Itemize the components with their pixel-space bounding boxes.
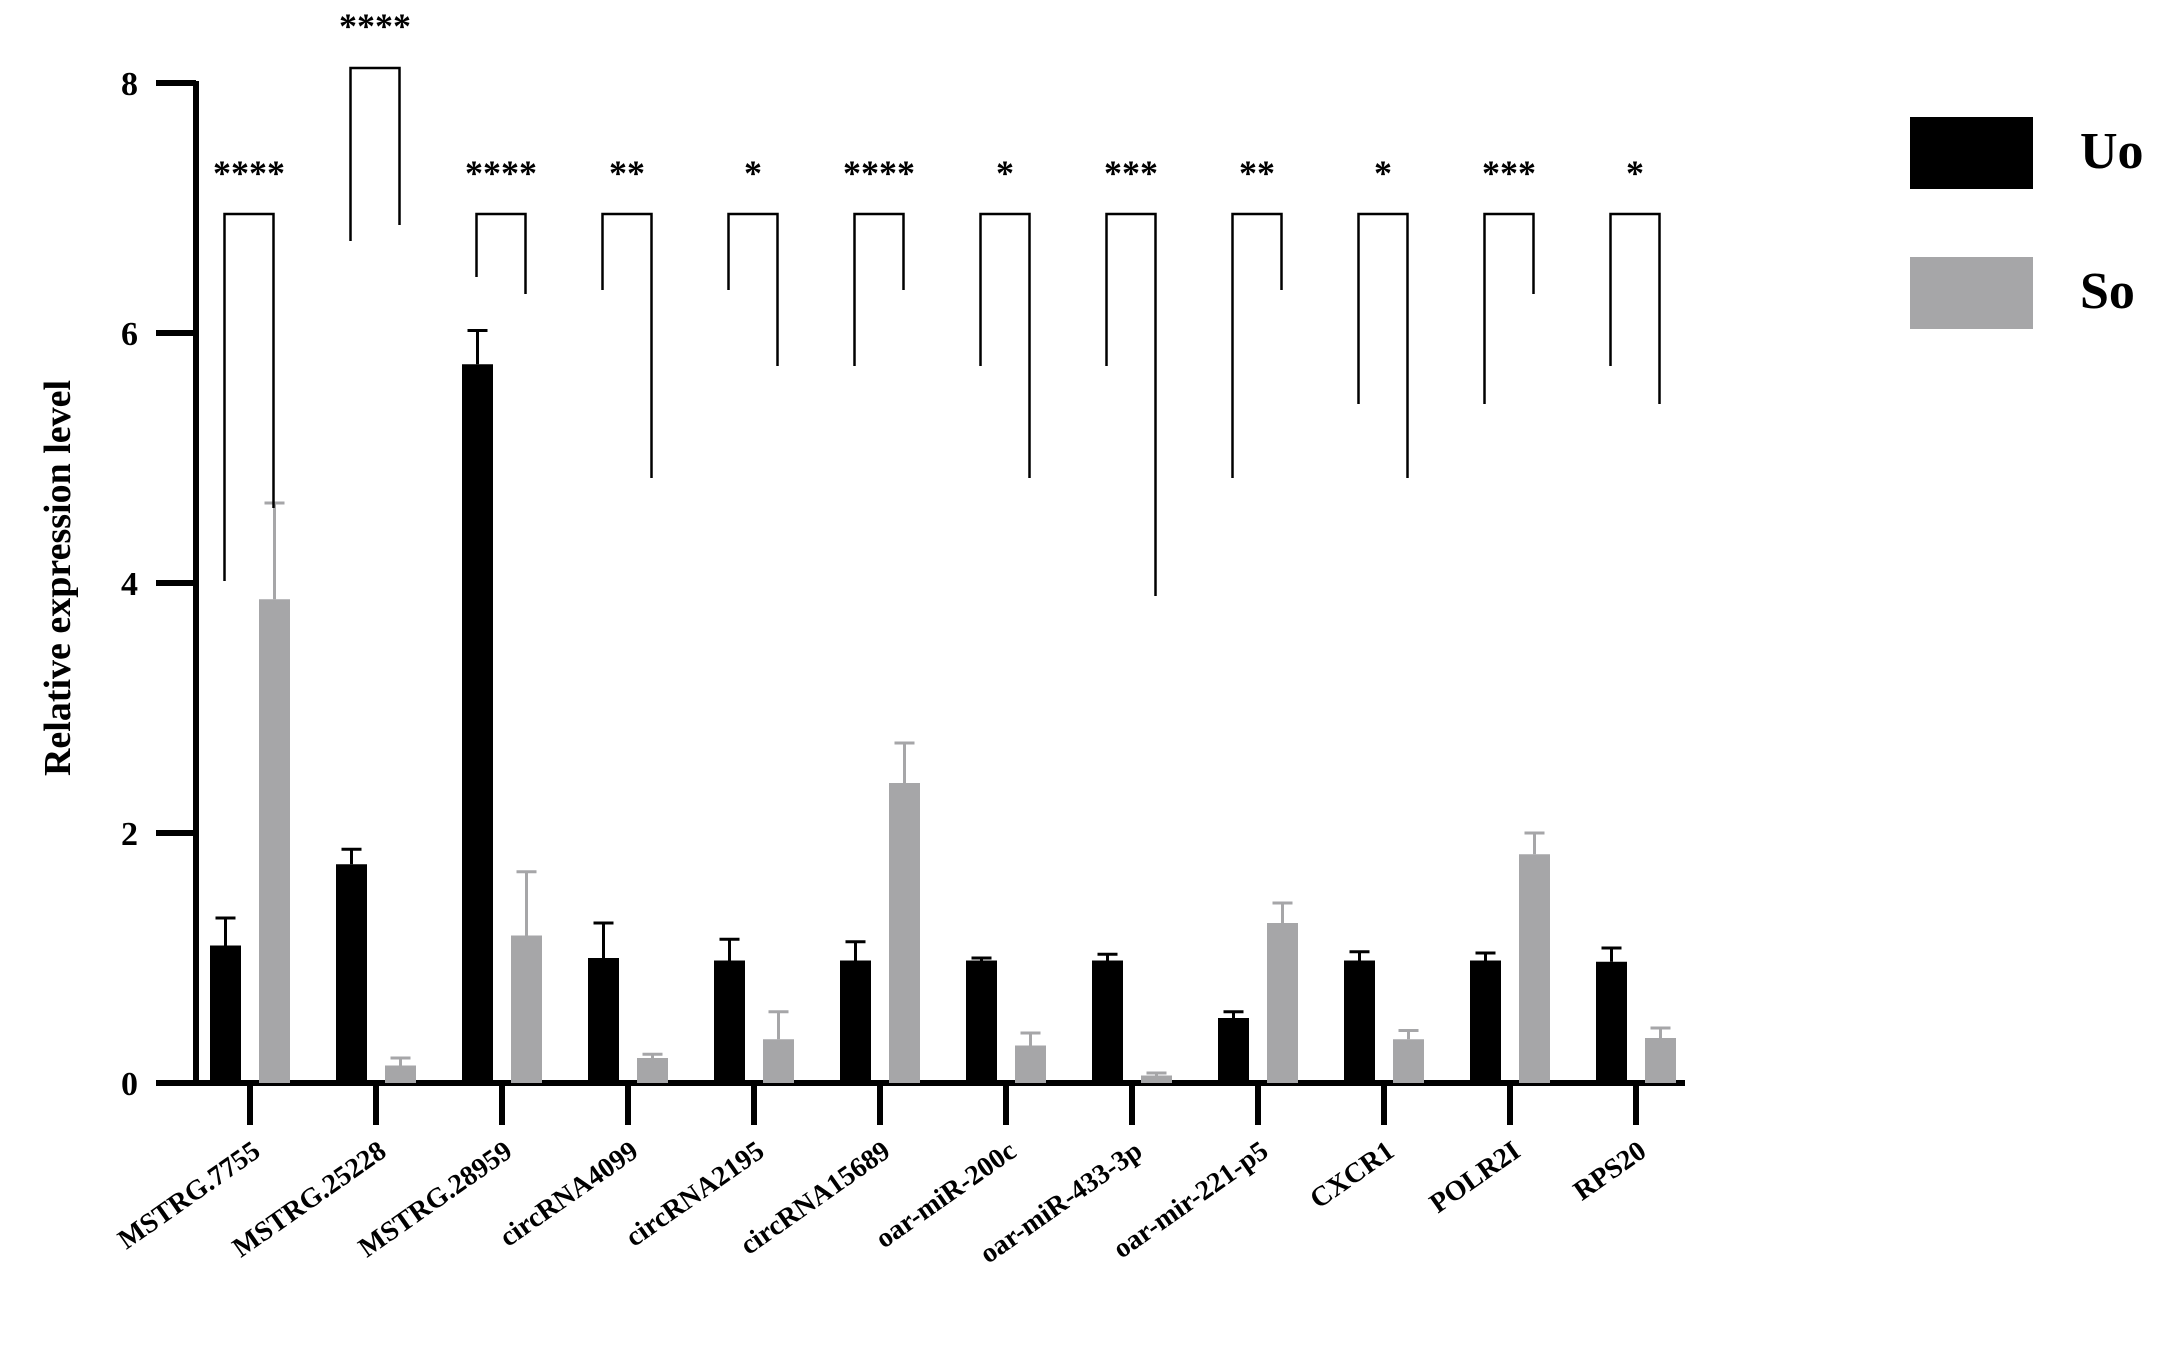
significance-stars: *: [1374, 153, 1392, 193]
x-tick-label: RPS20: [1568, 1135, 1652, 1207]
significance-bracket: [727, 212, 779, 366]
bar-so: [637, 1058, 668, 1083]
x-tick-label: POLR2I: [1424, 1135, 1526, 1219]
legend-swatch-so: [1910, 257, 2033, 329]
bar-uo: [714, 960, 745, 1083]
bar-uo: [1092, 960, 1123, 1083]
bar-uo: [966, 960, 997, 1083]
y-tick-label: 6: [121, 316, 138, 353]
y-tick-label: 4: [121, 566, 138, 603]
bar-so: [763, 1039, 794, 1083]
bar-so: [889, 783, 920, 1083]
bar-so: [1015, 1045, 1046, 1083]
bar-so: [1393, 1039, 1424, 1083]
bar-uo: [336, 864, 367, 1083]
x-tick-label: circRNA4099: [494, 1135, 644, 1253]
bar-so: [511, 935, 542, 1083]
bar-uo: [462, 364, 493, 1083]
significance-stars: ****: [465, 153, 537, 193]
bar-so: [385, 1065, 416, 1083]
significance-bracket: [1105, 212, 1157, 596]
bar-uo: [588, 958, 619, 1083]
significance-bracket: [223, 212, 275, 581]
bar-uo: [1344, 960, 1375, 1083]
significance-stars: ***: [1482, 153, 1536, 193]
significance-bracket: [853, 212, 905, 366]
bar-so: [1141, 1075, 1172, 1083]
legend-label: So: [2080, 263, 2135, 320]
bar-uo: [1596, 961, 1627, 1083]
bar-uo: [210, 945, 241, 1083]
bar-so: [1645, 1038, 1676, 1083]
significance-bracket: [1483, 212, 1535, 404]
significance-stars: *: [744, 153, 762, 193]
legend-label: Uo: [2080, 123, 2144, 180]
significance-bracket: [349, 66, 401, 241]
bar-so: [1519, 854, 1550, 1083]
significance-stars: ***: [1104, 153, 1158, 193]
bar-so: [1267, 923, 1298, 1083]
x-tick-label: CXCR1: [1305, 1135, 1401, 1215]
significance-stars: **: [1239, 153, 1275, 193]
significance-bracket: [475, 212, 527, 294]
legend-swatch-uo: [1910, 117, 2033, 189]
significance-stars: ****: [213, 153, 285, 193]
significance-stars: ****: [339, 6, 411, 46]
significance-bracket: [1357, 212, 1409, 478]
y-axis-title: Relative expression level: [37, 380, 79, 776]
significance-bracket: [1609, 212, 1661, 404]
y-tick-label: 0: [121, 1066, 138, 1103]
bar-uo: [1470, 960, 1501, 1083]
significance-bracket: [1231, 212, 1283, 478]
bar-so: [259, 599, 290, 1083]
bar-uo: [840, 960, 871, 1083]
bar-uo: [1218, 1018, 1249, 1083]
significance-stars: ****: [843, 153, 915, 193]
significance-stars: *: [1626, 153, 1644, 193]
significance-stars: **: [609, 153, 645, 193]
significance-bracket: [979, 212, 1031, 478]
y-tick-label: 2: [121, 816, 138, 853]
significance-bracket: [601, 212, 653, 478]
significance-stars: *: [996, 153, 1014, 193]
y-tick-label: 8: [121, 66, 138, 103]
